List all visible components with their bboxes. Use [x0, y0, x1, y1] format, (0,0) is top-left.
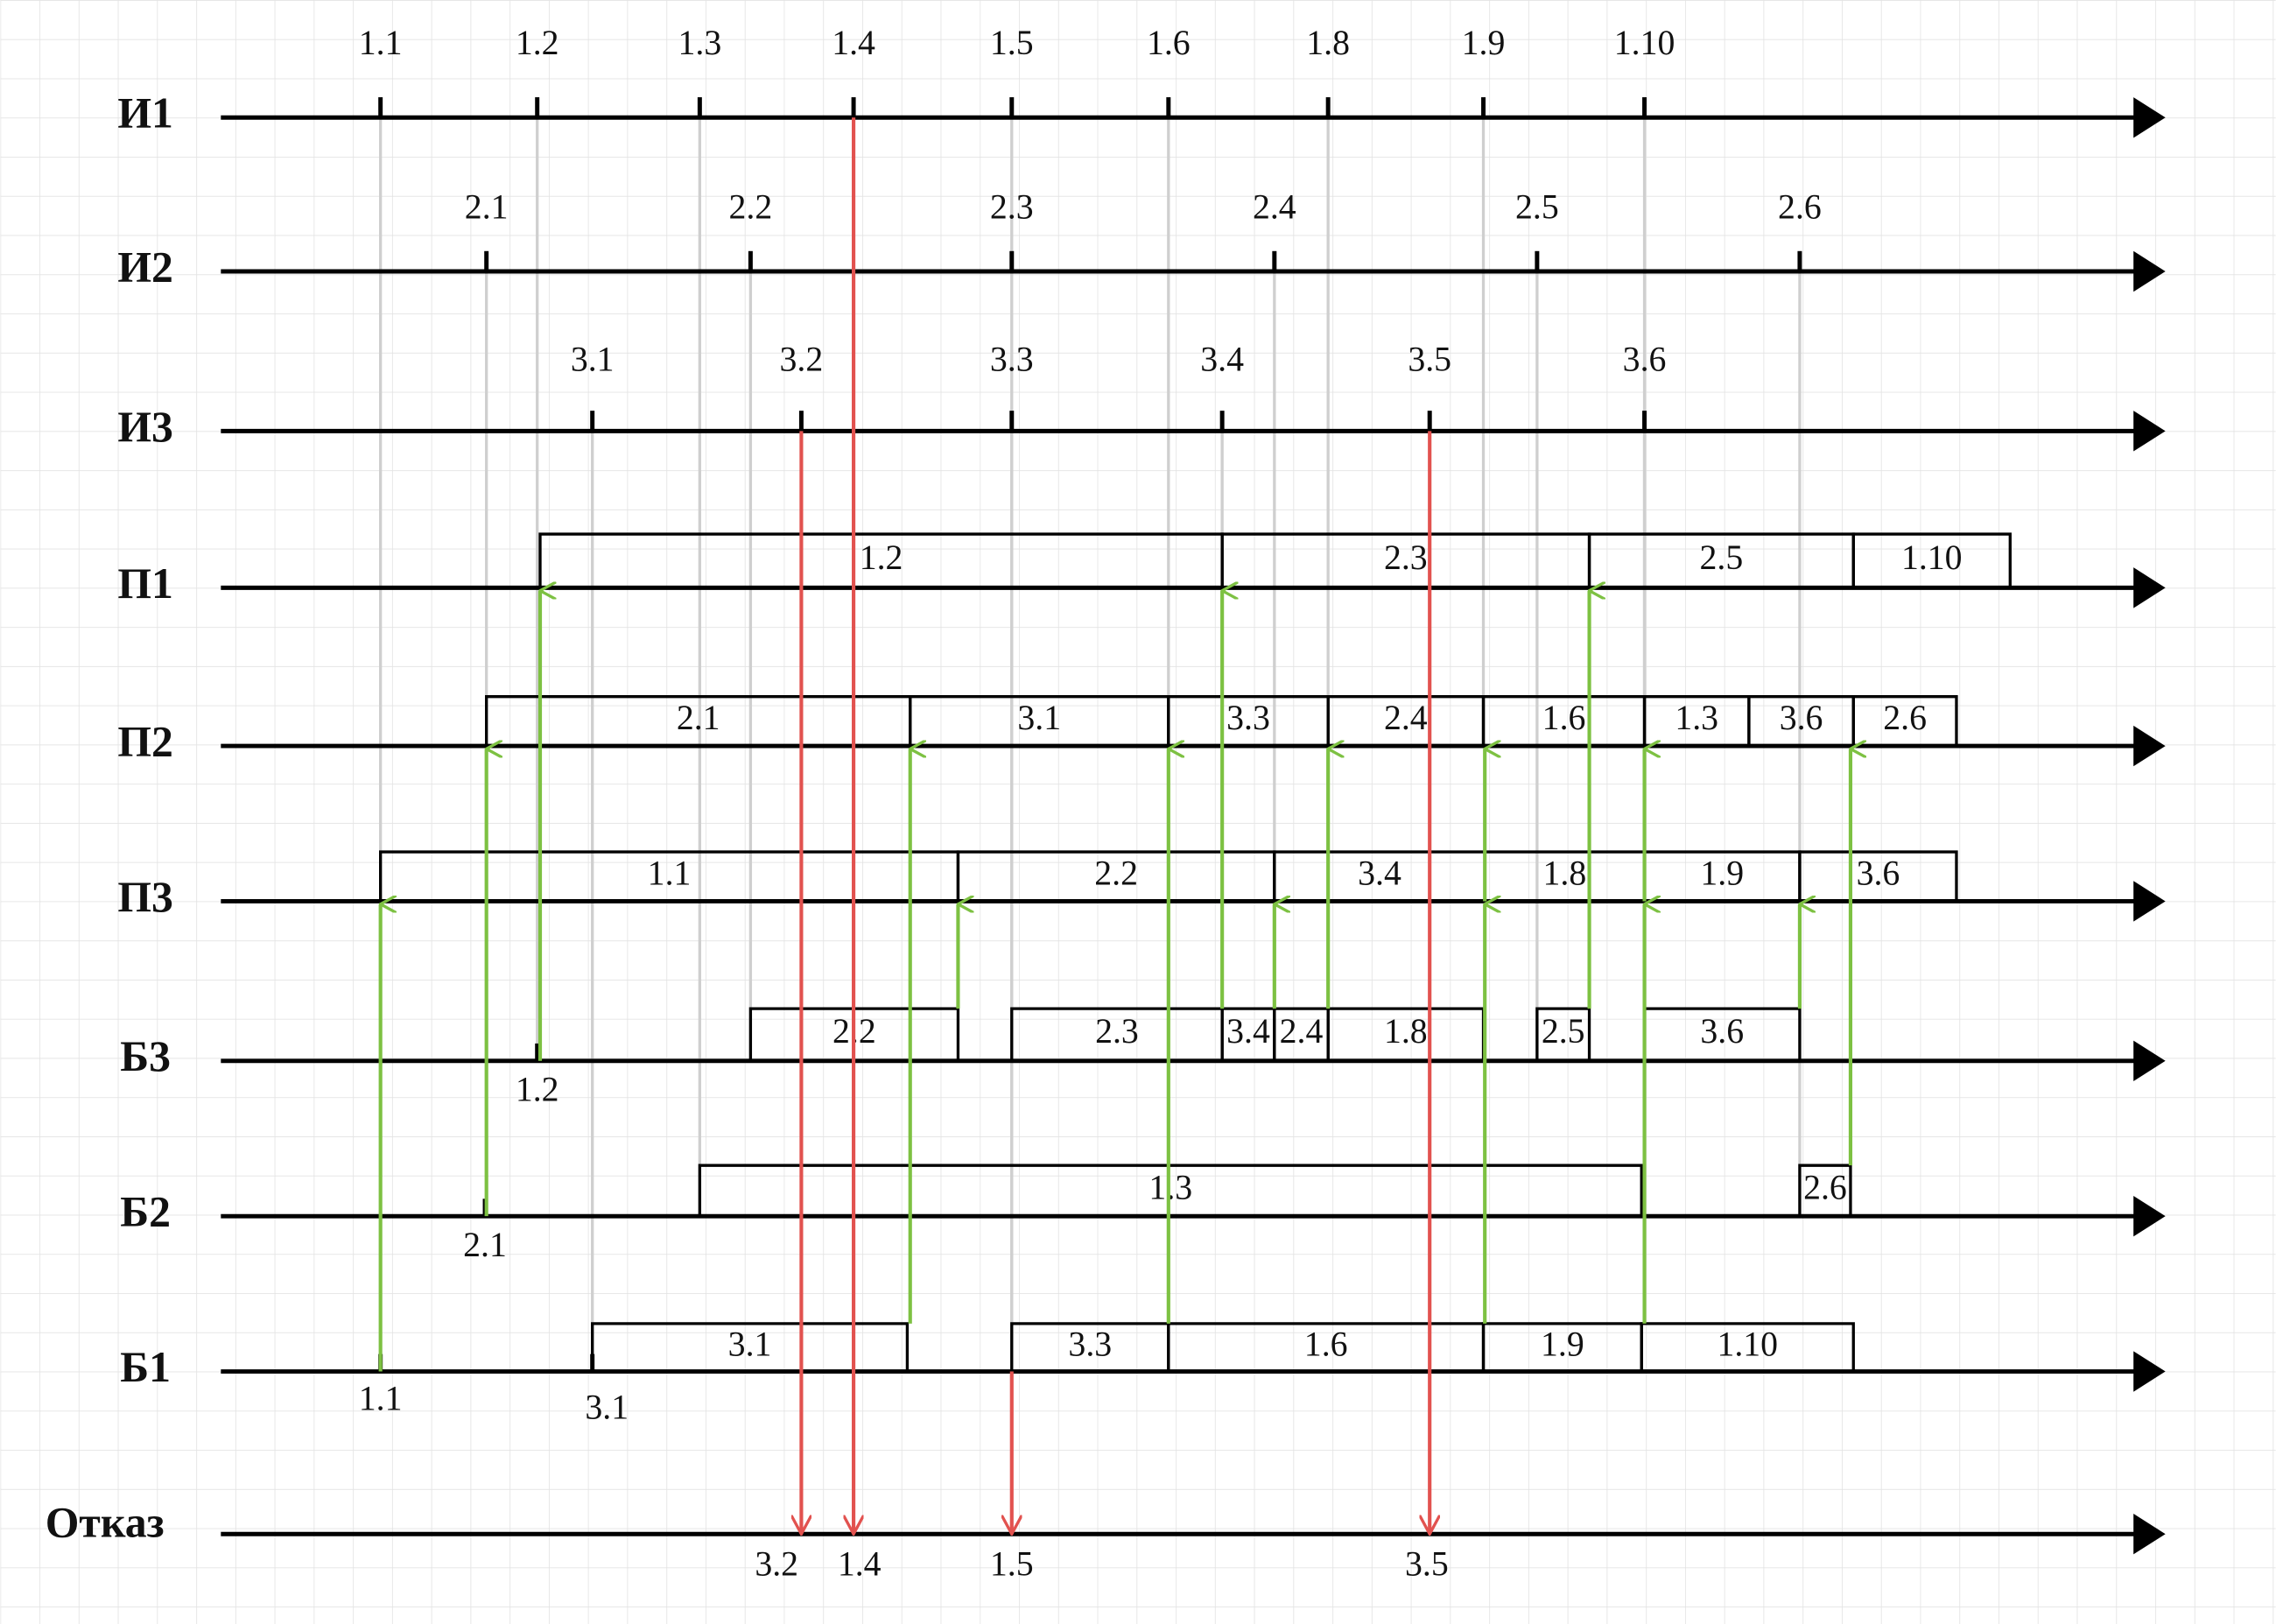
- event-label: 2.5: [1515, 187, 1559, 226]
- task-label: 2.3: [1095, 1012, 1139, 1051]
- task-box: [1851, 695, 1958, 747]
- row-label: И1: [117, 89, 173, 137]
- task-label: 1.1: [648, 854, 692, 892]
- task-label: 1.8: [1384, 1012, 1428, 1051]
- task-box: [1798, 1164, 1852, 1217]
- rejection-label: 1.4: [838, 1544, 882, 1583]
- axis-arrow: [2133, 250, 2166, 292]
- task-box: [1640, 1322, 1855, 1372]
- axis-arrow: [2133, 97, 2166, 138]
- row-label: Б1: [120, 1343, 171, 1391]
- row-label: Отказ: [46, 1498, 165, 1546]
- event-label: 3.1: [571, 341, 615, 379]
- event-label: 2.3: [990, 187, 1034, 226]
- event-label: 1.5: [990, 24, 1034, 62]
- row-label: П3: [117, 873, 173, 921]
- row-label: П2: [117, 717, 173, 765]
- axis-arrow: [2133, 725, 2166, 767]
- event-label: 1.10: [1614, 24, 1675, 62]
- task-label: 1.6: [1304, 1325, 1348, 1363]
- axis-arrow: [2133, 411, 2166, 452]
- task-label: 1.6: [1542, 699, 1586, 737]
- task-label: 3.1: [728, 1325, 772, 1363]
- rejection-label: 3.5: [1405, 1544, 1449, 1583]
- task-label: 2.4: [1384, 699, 1428, 737]
- task-box: [1851, 532, 2012, 588]
- task-box: [698, 1164, 1643, 1217]
- arrival-label: 1.1: [359, 1379, 403, 1417]
- task-label: 3.6: [1780, 699, 1823, 737]
- event-label: 2.6: [1778, 187, 1822, 226]
- task-label: 2.5: [1700, 538, 1744, 577]
- row-label: И3: [117, 403, 173, 451]
- event-label: 3.5: [1408, 341, 1451, 379]
- axis-arrow: [2133, 1514, 2166, 1555]
- task-label: 2.3: [1384, 538, 1428, 577]
- event-label: 1.1: [359, 24, 403, 62]
- task-label: 3.4: [1358, 854, 1401, 892]
- task-label: 2.4: [1280, 1012, 1324, 1051]
- task-label: 3.3: [1068, 1325, 1112, 1363]
- task-label: 1.2: [860, 538, 903, 577]
- event-label: 1.4: [832, 24, 875, 62]
- event-label: 3.3: [990, 341, 1034, 379]
- row-label: Б3: [120, 1032, 171, 1080]
- task-label: 1.9: [1700, 854, 1744, 892]
- event-label: 3.4: [1200, 341, 1244, 379]
- axis-arrow: [2133, 567, 2166, 608]
- arrival-label: 3.1: [585, 1388, 629, 1426]
- axis-arrow: [2133, 1195, 2166, 1237]
- axis-arrow: [2133, 881, 2166, 922]
- row-label: П1: [117, 559, 173, 608]
- task-label: 3.6: [1700, 1012, 1744, 1051]
- axis-arrow: [2133, 1040, 2166, 1082]
- event-label: 1.6: [1147, 24, 1191, 62]
- task-label: 2.1: [677, 699, 720, 737]
- event-label: 3.6: [1623, 341, 1667, 379]
- arrival-label: 2.1: [463, 1226, 507, 1264]
- task-label: 1.10: [1901, 538, 1963, 577]
- row-label: И2: [117, 243, 173, 291]
- event-label: 1.9: [1462, 24, 1506, 62]
- task-label: 3.6: [1857, 854, 1900, 892]
- task-label: 3.1: [1017, 699, 1061, 737]
- axis-arrow: [2133, 1351, 2166, 1392]
- event-label: 2.1: [465, 187, 509, 226]
- event-label: 1.8: [1306, 24, 1350, 62]
- arrival-label: 1.2: [516, 1070, 559, 1108]
- event-label: 3.2: [780, 341, 824, 379]
- event-label: 1.3: [678, 24, 722, 62]
- task-label: 3.4: [1226, 1012, 1270, 1051]
- rejection-label: 1.5: [990, 1544, 1034, 1583]
- task-box: [1798, 850, 1958, 902]
- task-label: 1.8: [1543, 854, 1587, 892]
- task-label: 3.3: [1226, 699, 1270, 737]
- task-label: 2.6: [1803, 1168, 1847, 1206]
- task-box: [591, 1322, 910, 1372]
- task-label: 2.5: [1542, 1012, 1585, 1051]
- task-label: 1.3: [1675, 699, 1718, 737]
- row-label: Б2: [120, 1188, 171, 1236]
- task-label: 2.2: [1094, 854, 1138, 892]
- event-label: 1.2: [516, 24, 559, 62]
- task-label: 1.9: [1541, 1325, 1584, 1363]
- event-label: 2.2: [729, 187, 773, 226]
- event-label: 2.4: [1253, 187, 1296, 226]
- content: И1 1.1 1.2 1.3 1.4 1.5 1.6 1.8 1.9 1.10 И2 2.1 2.2 2.…: [46, 24, 2166, 1583]
- rejection-label: 3.2: [755, 1544, 798, 1583]
- task-label: 2.6: [1883, 699, 1927, 737]
- task-label: 1.3: [1149, 1168, 1192, 1206]
- task-box: [1535, 1007, 1591, 1061]
- task-label: 1.10: [1717, 1325, 1778, 1363]
